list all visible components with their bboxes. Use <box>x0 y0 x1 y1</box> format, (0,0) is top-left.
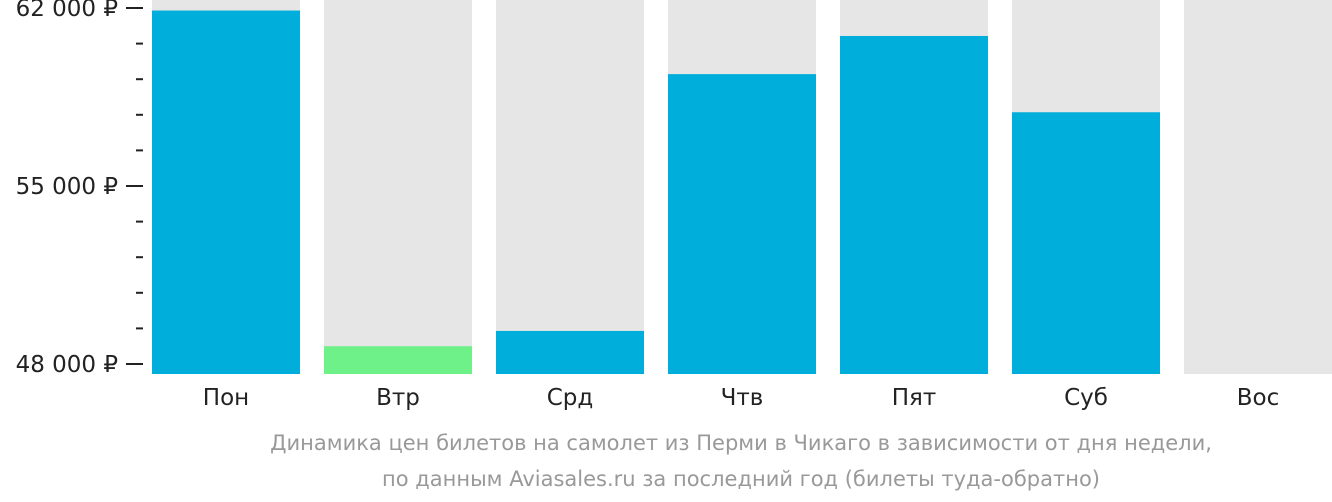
bar-track <box>324 0 472 374</box>
x-tick-label: Вос <box>1237 385 1280 411</box>
bar <box>324 346 472 374</box>
chart-caption-line-1: Динамика цен билетов на самолет из Перми… <box>270 431 1212 455</box>
bars-group <box>152 0 1332 375</box>
y-axis: 62 000 ₽ 55 000 ₽ 48 000 ₽ <box>16 0 143 378</box>
weekday-price-chart: 62 000 ₽ 55 000 ₽ 48 000 ₽ Пон Втр Срд Чтв Пят… <box>16 0 1332 411</box>
x-tick-label: Чтв <box>721 385 764 411</box>
x-tick-label: Втр <box>376 385 420 411</box>
bar <box>496 330 644 374</box>
bar <box>152 10 300 375</box>
bar-track <box>496 0 644 374</box>
bar <box>840 35 988 374</box>
x-tick-label: Пон <box>203 385 249 411</box>
bar <box>668 74 816 374</box>
bar-track <box>1184 0 1332 374</box>
y-tick-label: 48 000 ₽ <box>16 352 118 378</box>
x-tick-label: Пят <box>892 385 937 411</box>
y-tick-label: 55 000 ₽ <box>16 174 118 200</box>
bar <box>1012 112 1160 374</box>
x-tick-label: Срд <box>547 385 594 411</box>
y-tick-label: 62 000 ₽ <box>16 0 118 22</box>
x-axis: Пон Втр Срд Чтв Пят Суб Вос <box>203 385 1279 411</box>
chart-caption-line-2: по данным Aviasales.ru за последний год … <box>382 467 1100 491</box>
x-tick-label: Суб <box>1064 385 1108 411</box>
